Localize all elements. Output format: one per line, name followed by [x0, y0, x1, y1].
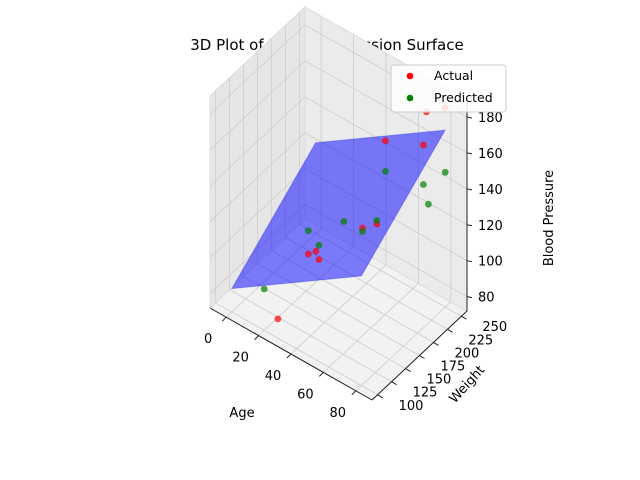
predicted-point	[382, 167, 389, 175]
grid-line-y-floor	[229, 289, 392, 383]
y-tick-label: 125	[413, 386, 438, 401]
grid-line-z-side	[209, 132, 306, 223]
x-tick	[286, 353, 292, 359]
z-tick	[466, 260, 473, 263]
y-tick	[391, 381, 397, 386]
y-tick-label: 175	[441, 360, 466, 375]
x-tick-label: 20	[232, 351, 249, 366]
z-tick-label: 100	[478, 255, 503, 270]
z-tick-label: 180	[478, 111, 503, 126]
z-tick	[466, 116, 473, 119]
x-tick	[221, 316, 227, 322]
legend-marker-predicted	[406, 94, 414, 102]
predicted-point	[441, 168, 449, 176]
surface-plane	[230, 129, 447, 290]
actual-point	[315, 256, 323, 263]
y-tick	[447, 328, 453, 333]
x-tick-label: 0	[204, 332, 212, 347]
y-tick-label: 200	[455, 346, 480, 361]
y-tick-label: 100	[399, 399, 424, 414]
y-tick	[405, 368, 411, 373]
predicted-point	[420, 181, 427, 188]
legend-marker-actual	[406, 72, 414, 80]
predicted-point	[373, 217, 381, 224]
x-tick	[351, 390, 357, 396]
grid-line-z-side	[209, 96, 306, 187]
x-tick	[254, 335, 259, 340]
x-axis-label: Age	[229, 406, 254, 421]
data-points	[260, 104, 449, 323]
grid-line-y-floor	[215, 302, 378, 396]
predicted-point	[260, 285, 268, 293]
y-tick	[461, 315, 467, 320]
grid-line-z-side	[209, 24, 306, 115]
legend-label-predicted: Predicted	[434, 90, 493, 105]
z-tick	[466, 224, 473, 227]
z-tick-label: 80	[478, 291, 495, 306]
legend-label-actual: Actual	[434, 68, 473, 83]
z-tick-label: 140	[478, 183, 503, 198]
actual-point	[382, 137, 389, 145]
predicted-point	[359, 228, 366, 235]
predicted-point	[304, 227, 312, 235]
x-tick-label: 80	[330, 406, 347, 421]
legend: Actual Predicted	[390, 64, 507, 113]
y-tick	[433, 341, 439, 346]
z-axis-label: Blood Pressure	[542, 170, 557, 266]
x-tick-label: 60	[297, 387, 314, 402]
y-tick-label: 250	[482, 320, 507, 335]
y-tick	[377, 394, 383, 399]
actual-point	[274, 315, 282, 323]
y-tick-label: 225	[468, 333, 493, 348]
grid-line-z-side	[209, 60, 306, 151]
actual-point	[304, 250, 312, 258]
z-tick	[466, 152, 473, 155]
grid-line-z-side	[209, 168, 306, 259]
z-tick	[466, 188, 473, 191]
x-tick	[319, 372, 324, 377]
predicted-point	[425, 200, 432, 208]
regression-surface	[230, 129, 447, 290]
z-tick	[466, 296, 473, 299]
z-tick-label: 120	[478, 219, 503, 234]
grid-line-y-floor	[243, 276, 406, 369]
x-tick-label: 40	[265, 369, 282, 384]
actual-point	[312, 247, 320, 255]
predicted-point	[315, 241, 323, 249]
actual-point	[420, 141, 427, 149]
predicted-point	[340, 218, 348, 225]
y-tick-label: 150	[427, 373, 452, 388]
legend-frame	[390, 64, 507, 113]
z-tick-label: 160	[478, 147, 503, 162]
y-tick	[419, 355, 425, 359]
